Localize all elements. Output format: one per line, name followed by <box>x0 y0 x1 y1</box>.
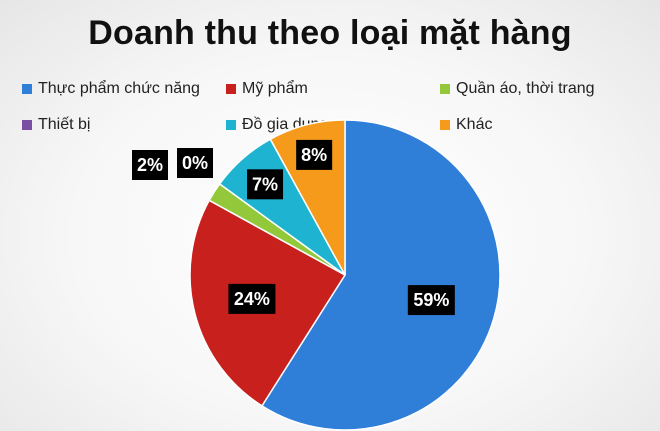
legend-swatch <box>440 120 450 130</box>
legend-swatch <box>440 84 450 94</box>
legend-item-thiet-bi[interactable]: Thiết bị <box>22 116 90 134</box>
data-label-box <box>407 285 455 316</box>
legend-label: Khác <box>456 116 493 133</box>
pie-slice-thuc-pham-chuc-nang[interactable] <box>260 119 501 431</box>
legend-item-thuc-pham-chuc-nang[interactable]: Thực phẩm chức năng <box>22 80 200 98</box>
data-label-box <box>177 148 213 178</box>
data-label-khac: 8% <box>296 139 333 170</box>
data-label-box <box>228 283 276 314</box>
legend-item-khac[interactable]: Khác <box>440 116 492 134</box>
data-label-text: 59% <box>413 290 449 310</box>
legend-swatch <box>22 120 32 130</box>
legend-swatch <box>226 120 236 130</box>
data-label-text: 0% <box>182 153 208 173</box>
data-label-text: 8% <box>301 145 327 165</box>
chart-title: Doanh thu theo loại mặt hàng <box>88 14 572 52</box>
legend-item-my-pham[interactable]: Mỹ phẩm <box>226 80 308 98</box>
data-label-quan-ao-thoi-trang: 2% <box>132 150 168 180</box>
legend-label: Mỹ phẩm <box>242 80 308 97</box>
data-label-box <box>247 169 284 200</box>
legend-label: Thực phẩm chức năng <box>38 80 200 97</box>
legend-swatch <box>22 84 32 94</box>
data-label-box <box>296 139 333 170</box>
data-label-my-pham: 24% <box>228 283 276 314</box>
legend-item-quan-ao-thoi-trang[interactable]: Quần áo, thời trang <box>440 80 595 98</box>
data-label-do-gia-dung: 7% <box>247 169 284 200</box>
data-label-thiet-bi: 0% <box>177 148 213 178</box>
legend-label: Quần áo, thời trang <box>456 80 595 97</box>
data-label-box <box>132 150 168 180</box>
data-label-text: 2% <box>137 155 163 175</box>
data-label-thuc-pham-chuc-nang: 59% <box>407 285 455 316</box>
data-label-text: 7% <box>252 174 278 194</box>
legend-swatch <box>226 84 236 94</box>
data-label-text: 24% <box>234 289 270 309</box>
legend-label: Thiết bị <box>38 116 91 133</box>
